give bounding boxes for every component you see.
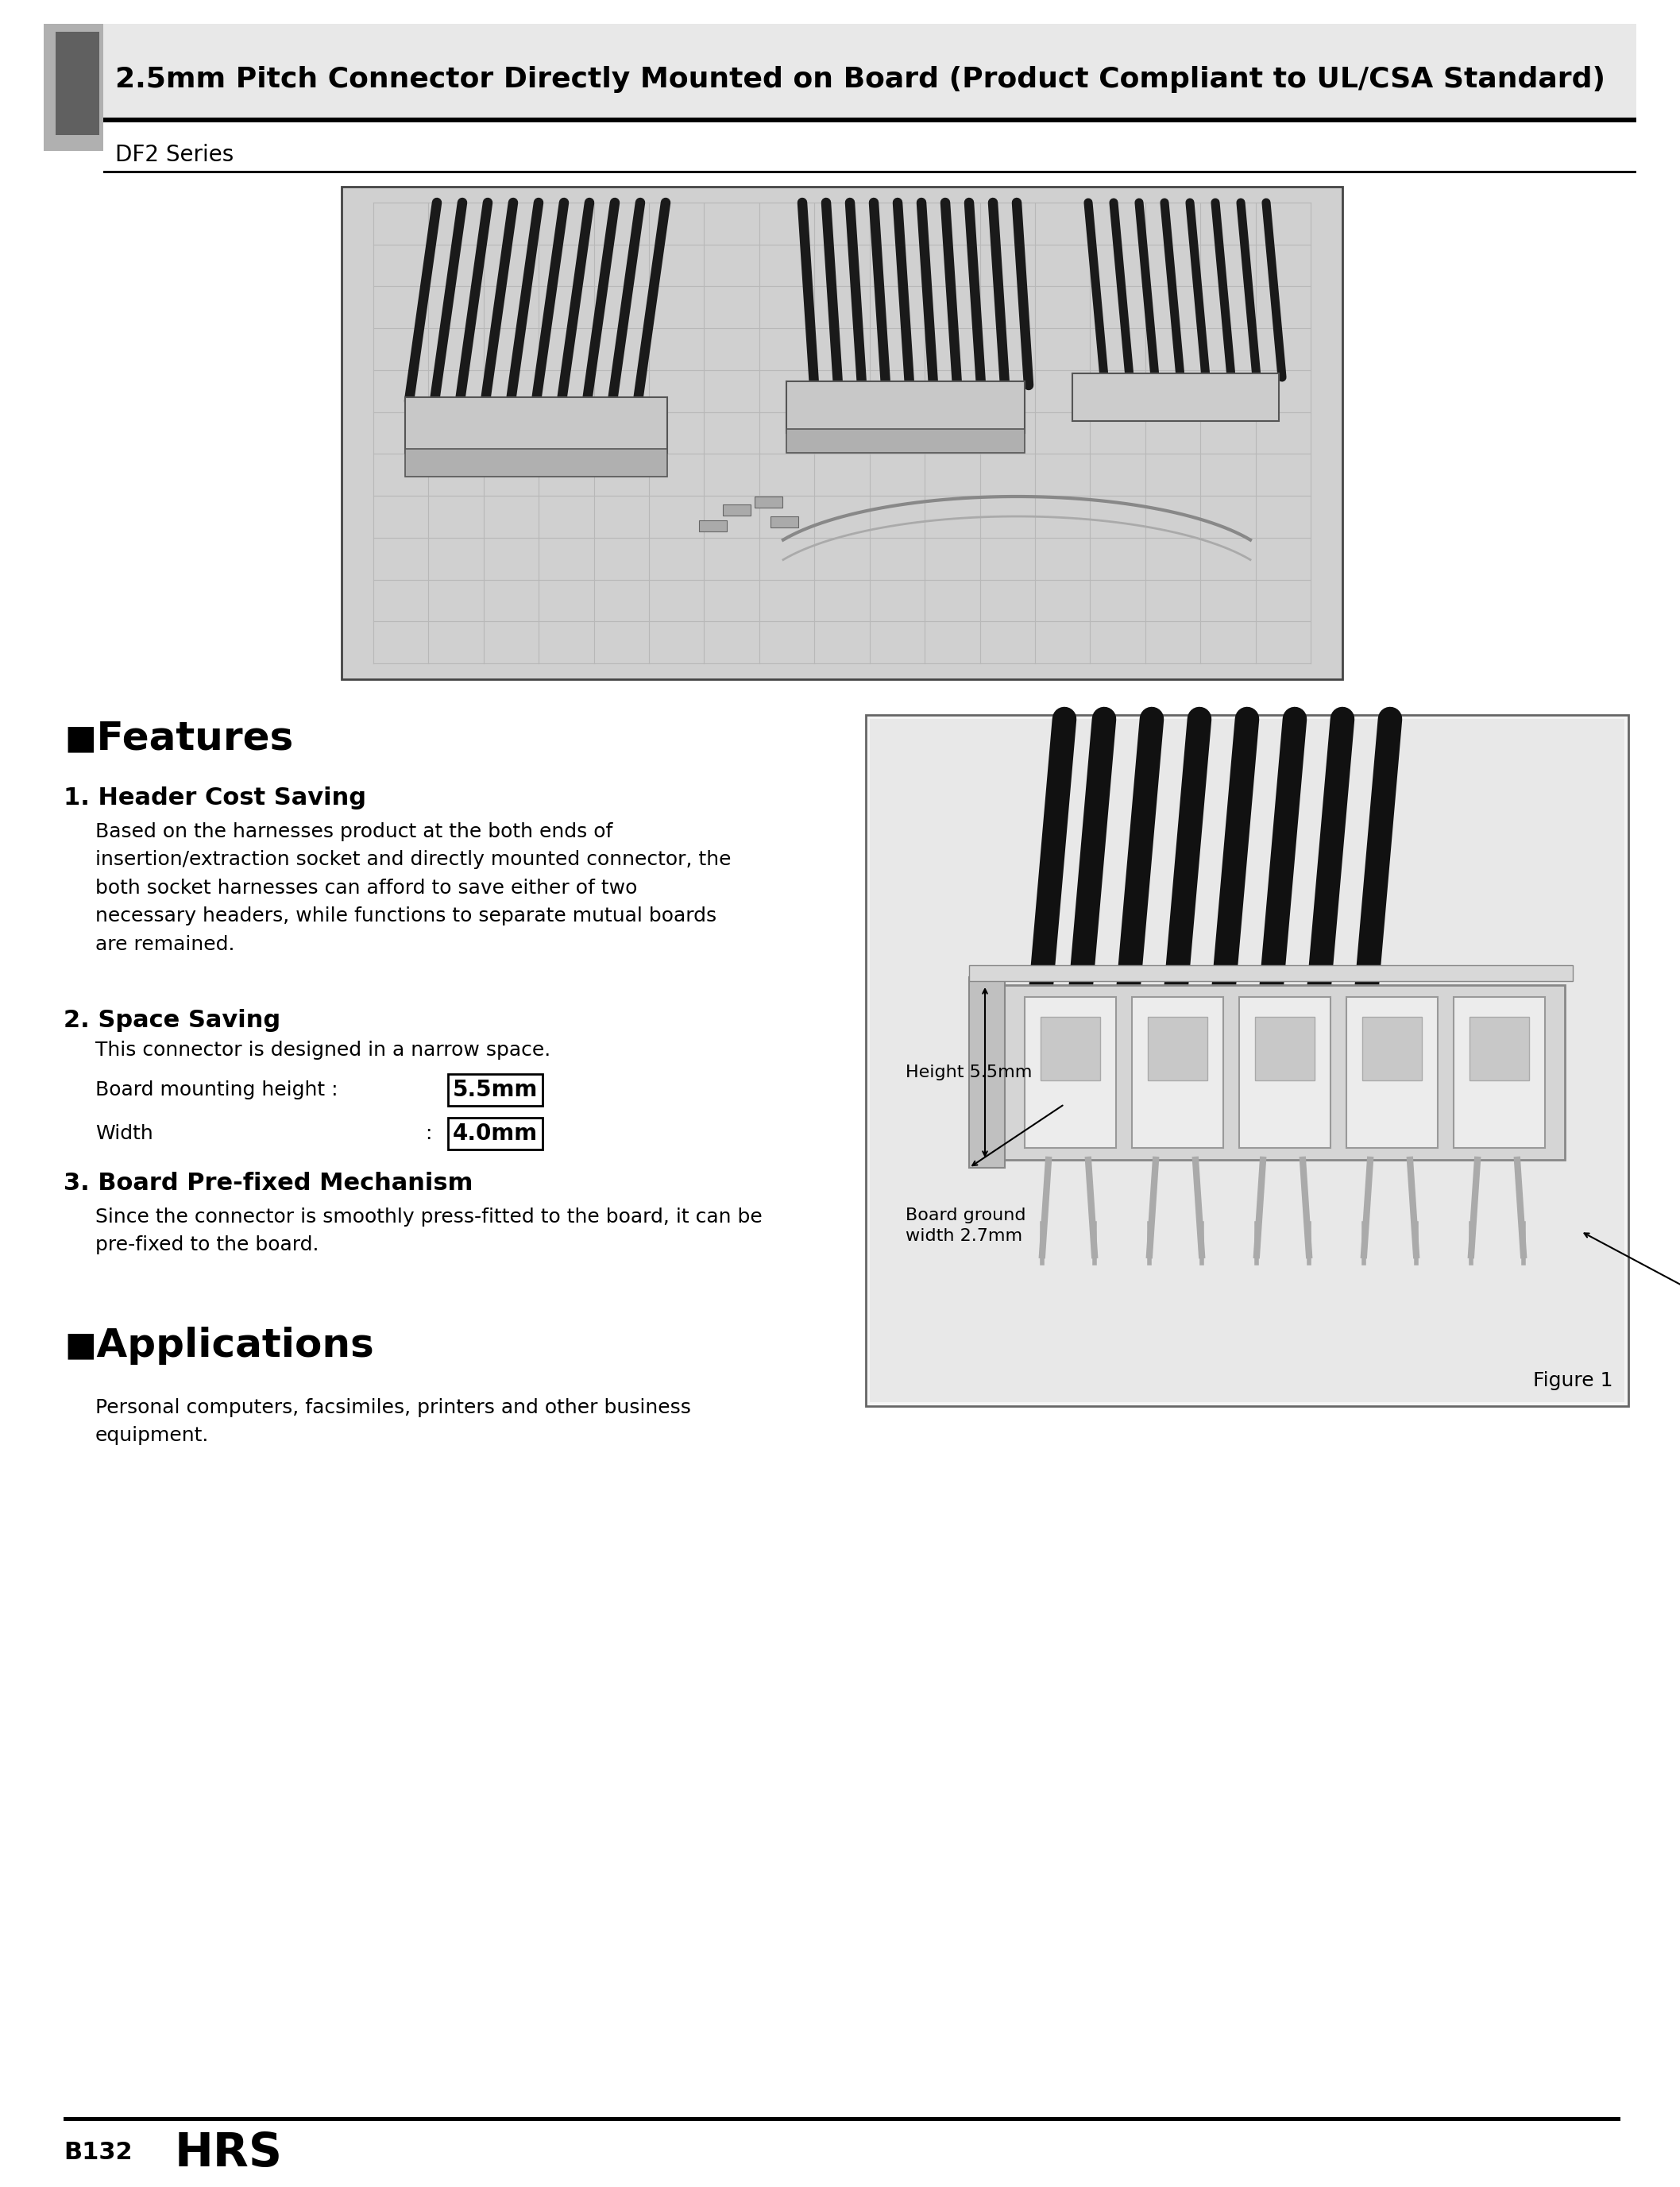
Bar [1132,997,1223,1148]
Bar [1001,984,1564,1159]
Text: Board ground
width 2.7mm: Board ground width 2.7mm [906,1207,1026,1244]
Bar [405,398,667,453]
Bar [1240,997,1331,1148]
Bar [341,186,1342,680]
Bar [1346,997,1438,1148]
Bar [722,505,751,516]
Bar [102,118,1636,122]
Text: Width: Width [96,1124,153,1144]
Text: 3. Board Pre-fixed Mechanism: 3. Board Pre-fixed Mechanism [64,1172,474,1194]
Bar [1362,1017,1421,1080]
Bar [969,964,1572,982]
Text: 1. Header Cost Saving: 1. Header Cost Saving [64,787,366,809]
Text: 2.5mm Pitch Connector Directly Mounted on Board (Product Compliant to UL/CSA Sta: 2.5mm Pitch Connector Directly Mounted o… [116,66,1606,92]
Bar [1470,1017,1529,1080]
Text: Since the connector is smoothly press-fitted to the board, it can be
pre-fixed t: Since the connector is smoothly press-fi… [96,1207,763,1255]
Text: This connector is designed in a narrow space.: This connector is designed in a narrow s… [96,1041,551,1061]
Bar [786,381,1025,433]
Bar [754,496,783,507]
Bar [969,978,1005,1168]
Text: 2. Space Saving: 2. Space Saving [64,1008,281,1032]
Bar [102,24,1636,118]
Bar [44,24,102,151]
Bar [1255,1017,1315,1080]
Bar [1025,997,1116,1148]
Text: 5.5mm: 5.5mm [454,1078,538,1100]
Bar [405,448,667,477]
Text: Board mounting height :: Board mounting height : [96,1080,338,1100]
Text: HRS: HRS [175,2130,282,2176]
Bar [64,2117,1621,2121]
Bar [771,516,798,527]
Text: ◼Applications: ◼Applications [64,1328,375,1365]
Bar [1147,1017,1208,1080]
Text: ◼Features: ◼Features [64,720,294,757]
Text: B132: B132 [64,2141,133,2165]
Bar [1453,997,1546,1148]
Bar [1040,1017,1100,1080]
Bar [102,171,1636,173]
Bar [699,521,727,531]
Bar [55,33,99,136]
Bar [865,715,1628,1406]
Text: Based on the harnesses product at the both ends of
insertion/extraction socket a: Based on the harnesses product at the bo… [96,822,731,954]
Text: Height 5.5mm: Height 5.5mm [906,1065,1032,1080]
Bar [870,720,1625,1402]
Bar [1072,374,1278,422]
Bar [786,429,1025,453]
Text: Figure 1: Figure 1 [1532,1371,1613,1391]
Text: Personal computers, facsimiles, printers and other business
equipment.: Personal computers, facsimiles, printers… [96,1397,690,1446]
Text: 4.0mm: 4.0mm [454,1122,538,1144]
Text: DF2 Series: DF2 Series [116,144,234,166]
Text: :: : [425,1124,432,1144]
